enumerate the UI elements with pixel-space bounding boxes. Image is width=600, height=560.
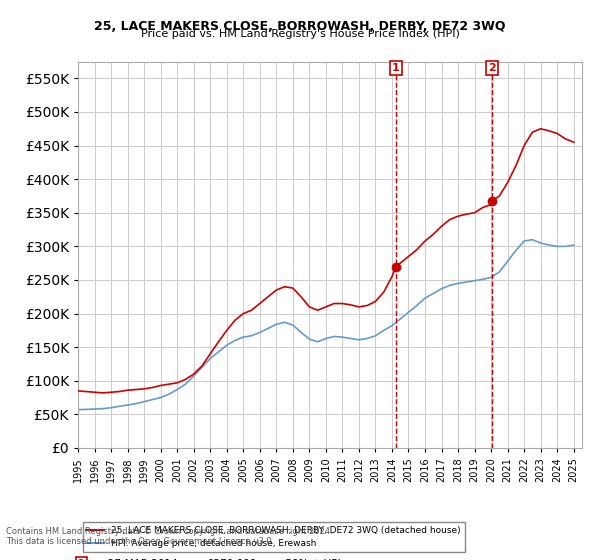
Text: 1: 1 — [392, 63, 400, 73]
Text: 2: 2 — [488, 63, 496, 73]
Text: 27-MAR-2014         £270,000         50% ↑ HPI: 27-MAR-2014 £270,000 50% ↑ HPI — [98, 559, 341, 560]
Text: Contains HM Land Registry data © Crown copyright and database right 2024.
This d: Contains HM Land Registry data © Crown c… — [6, 526, 332, 546]
Text: 25, LACE MAKERS CLOSE, BORROWASH, DERBY, DE72 3WQ: 25, LACE MAKERS CLOSE, BORROWASH, DERBY,… — [94, 20, 506, 32]
Text: Price paid vs. HM Land Registry's House Price Index (HPI): Price paid vs. HM Land Registry's House … — [140, 29, 460, 39]
Text: 1: 1 — [78, 559, 85, 560]
Legend: 25, LACE MAKERS CLOSE, BORROWASH, DERBY, DE72 3WQ (detached house), HPI: Average: 25, LACE MAKERS CLOSE, BORROWASH, DERBY,… — [83, 522, 464, 552]
